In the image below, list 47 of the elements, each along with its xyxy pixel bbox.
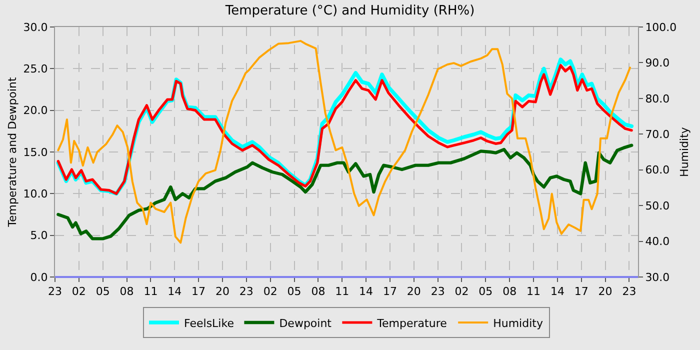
y2-axis-title: Humidity [678, 126, 691, 177]
x-tick-label: 05 [96, 285, 110, 298]
y-tick-label: 5.0 [30, 229, 48, 242]
legend-label: Temperature [376, 316, 448, 330]
x-tick-label: 08 [502, 285, 517, 298]
x-tick-label: 02 [454, 285, 469, 298]
y2-tick-label: 70.0 [645, 128, 670, 141]
x-tick-label: 20 [598, 285, 612, 298]
x-tick-label: 23 [48, 285, 62, 298]
y2-tick-label: 100.0 [645, 20, 677, 34]
chart-title: Temperature (°C) and Humidity (RH%) [224, 3, 475, 18]
x-tick-label: 05 [287, 285, 302, 298]
x-tick-label: 08 [120, 285, 134, 298]
x-tick-label: 23 [430, 285, 445, 298]
x-tick-label: 14 [359, 285, 374, 298]
x-tick-label: 17 [192, 285, 206, 298]
x-tick-label: 05 [478, 285, 493, 298]
x-tick-label: 14 [550, 285, 564, 298]
x-tick-label: 23 [622, 285, 636, 298]
y-tick-label: 30.0 [23, 20, 48, 34]
x-tick-label: 02 [263, 285, 278, 298]
y-axis-title: Temperature and Dewpoint [6, 76, 19, 228]
y2-tick-label: 80.0 [645, 92, 670, 106]
y-tick-label: 0.0 [30, 270, 48, 284]
y-tick-label: 10.0 [23, 188, 48, 201]
y-tick-label: 25.0 [23, 62, 48, 76]
x-tick-label: 14 [168, 285, 182, 298]
legend-label: Dewpoint [279, 316, 332, 330]
x-tick-label: 02 [72, 285, 86, 298]
x-tick-label: 11 [144, 285, 158, 298]
x-tick-label: 17 [382, 285, 397, 298]
x-tick-label: 11 [335, 285, 350, 298]
y2-tick-label: 30.0 [645, 270, 670, 284]
y2-tick-label: 60.0 [645, 164, 670, 177]
x-tick-label: 11 [526, 285, 541, 298]
x-tick-label: 20 [406, 285, 421, 298]
y2-tick-label: 40.0 [645, 235, 670, 248]
y2-tick-label: 50.0 [645, 199, 670, 212]
x-tick-label: 17 [574, 285, 588, 298]
legend-label: Humidity [493, 316, 544, 330]
y2-tick-label: 90.0 [645, 56, 670, 70]
x-tick-label: 08 [311, 285, 326, 298]
x-tick-label: 23 [239, 285, 254, 298]
y-tick-label: 20.0 [23, 104, 48, 118]
x-tick-label: 20 [215, 285, 230, 298]
legend-label: FeelsLike [184, 316, 234, 330]
y-tick-label: 15.0 [23, 146, 48, 159]
